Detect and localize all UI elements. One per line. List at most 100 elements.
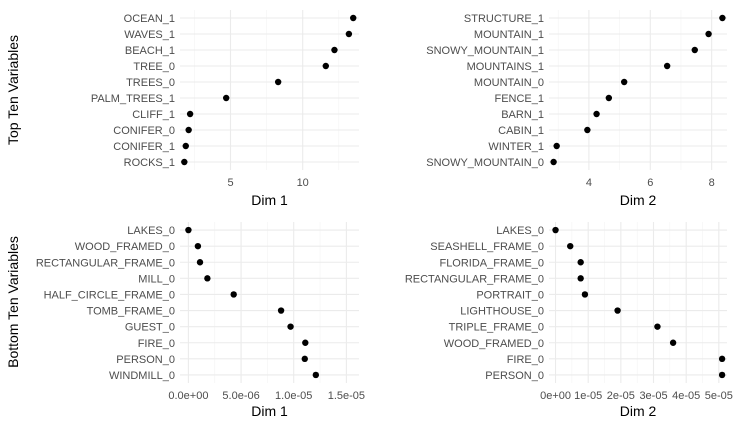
category-label: ROCKS_1 [124, 157, 175, 169]
row-label-bottom: Bottom Ten Variables [5, 236, 21, 368]
data-point [322, 62, 329, 70]
data-point [196, 259, 204, 266]
data-point [181, 158, 188, 166]
x-tick-label: 1e-05 [574, 390, 602, 402]
x-tick-label: 1.5e-05 [328, 390, 365, 402]
x-axis-title: Dim 1 [251, 192, 288, 208]
data-point [552, 226, 559, 234]
category-label: BEACH_1 [125, 45, 175, 57]
data-point [605, 94, 613, 102]
data-point [669, 339, 677, 346]
category-label: CABIN_1 [498, 125, 544, 137]
data-point [654, 323, 661, 330]
x-axis-title: Dim 2 [620, 403, 657, 419]
category-label: SNOWY_MOUNTAIN_1 [426, 45, 544, 57]
data-point [350, 14, 357, 22]
category-label: WOOD_FRAMED_0 [75, 241, 175, 253]
data-point [577, 259, 584, 266]
category-label: PORTRAIT_0 [476, 289, 544, 301]
category-label: FLORIDA_FRAME_0 [439, 257, 544, 269]
data-point [186, 110, 194, 118]
category-label: WINDMILL_0 [109, 370, 175, 382]
panel-top-left: 5 10 OCEAN_1 WAVES_1 BEACH_1 TREE_0 TREES_0 PAL… [91, 10, 359, 208]
panel-bottom-left: 0.0e+00 5.0e-06 1.0e-05 1.5e-05 LAKES_0 WOOD_… [36, 222, 365, 419]
data-point [550, 158, 557, 166]
data-point [577, 275, 584, 282]
panel-top-right: 4 6 8 STRUCTURE_1 MOUNTAIN_1 SNOWY_MOUNTAIN_1… [426, 10, 727, 208]
data-point [331, 46, 338, 54]
data-point [230, 291, 237, 298]
category-label: RECTANGULAR_FRAME_0 [405, 273, 544, 285]
category-label: PERSON_0 [116, 354, 175, 366]
category-label: PALM_TREES_1 [91, 93, 175, 105]
category-label: STRUCTURE_1 [464, 13, 544, 25]
data-point [718, 371, 726, 379]
data-point [718, 355, 726, 363]
x-axis-title: Dim 2 [620, 192, 657, 208]
category-label: WINTER_1 [488, 141, 544, 153]
x-tick-label: 6 [647, 177, 653, 189]
data-point [691, 46, 698, 54]
x-tick-label: 4e-05 [672, 390, 700, 402]
x-tick-label: 5 [227, 177, 233, 189]
category-label: MOUNTAINS_1 [467, 61, 544, 73]
data-point [274, 78, 282, 86]
data-point [663, 62, 671, 70]
category-label: TREES_0 [126, 77, 175, 89]
x-tick-label: 0e+00 [540, 390, 571, 402]
category-label: FIRE_0 [507, 354, 544, 366]
category-label: LAKES_0 [496, 225, 544, 237]
category-label: HALF_CIRCLE_FRAME_0 [44, 289, 175, 301]
category-label: TRIPLE_FRAME_0 [449, 322, 544, 334]
x-tick-label: 0.0e+00 [168, 390, 208, 402]
category-label: LIGHTHOUSE_0 [460, 306, 544, 318]
data-point [705, 30, 712, 38]
data-point [185, 226, 192, 234]
data-point [620, 78, 628, 86]
row-label-top: Top Ten Variables [5, 35, 21, 145]
panels: 5 10 OCEAN_1 WAVES_1 BEACH_1 TREE_0 TREES_0 PAL… [36, 10, 733, 419]
category-label: CLIFF_1 [132, 109, 175, 121]
data-point [182, 142, 189, 150]
data-point [614, 307, 621, 314]
data-point [301, 355, 308, 363]
category-label: RECTANGULAR_FRAME_0 [36, 257, 175, 269]
data-point [312, 371, 320, 379]
x-tick-label: 10 [297, 177, 309, 189]
data-point [287, 323, 294, 330]
x-tick-label: 8 [709, 177, 715, 189]
category-label: FIRE_0 [138, 338, 175, 350]
category-label: SEASHELL_FRAME_0 [430, 241, 544, 253]
panel-bottom-right: 0e+00 1e-05 2e-05 3e-05 4e-05 5e-05 LAKES_0 SEA… [405, 222, 733, 419]
category-label: OCEAN_1 [124, 13, 175, 25]
category-label: CONIFER_0 [113, 125, 175, 137]
data-point [194, 242, 202, 250]
data-point [185, 126, 192, 134]
data-point [302, 339, 309, 346]
category-label: MOUNTAIN_0 [474, 77, 544, 89]
category-label: TREE_0 [133, 61, 175, 73]
data-point [581, 291, 589, 298]
data-point [719, 14, 726, 22]
data-point [345, 30, 353, 38]
category-label: WOOD_FRAMED_0 [444, 338, 544, 350]
data-point [567, 242, 574, 250]
x-tick-label: 2e-05 [607, 390, 635, 402]
category-label: CONIFER_1 [113, 141, 175, 153]
data-point [277, 307, 285, 314]
category-label: MOUNTAIN_1 [474, 29, 544, 41]
category-label: MILL_0 [138, 273, 175, 285]
x-tick-label: 1.0e-05 [275, 390, 312, 402]
x-tick-label: 4 [586, 177, 592, 189]
x-tick-label: 3e-05 [639, 390, 667, 402]
x-tick-label: 5e-05 [705, 390, 733, 402]
category-label: FENCE_1 [494, 93, 544, 105]
data-point [584, 126, 591, 134]
data-point [553, 142, 560, 150]
category-label: LAKES_0 [127, 225, 175, 237]
x-axis-title: Dim 1 [251, 403, 288, 419]
category-label: SNOWY_MOUNTAIN_0 [426, 157, 544, 169]
data-point [593, 110, 600, 118]
category-label: PERSON_0 [485, 370, 544, 382]
